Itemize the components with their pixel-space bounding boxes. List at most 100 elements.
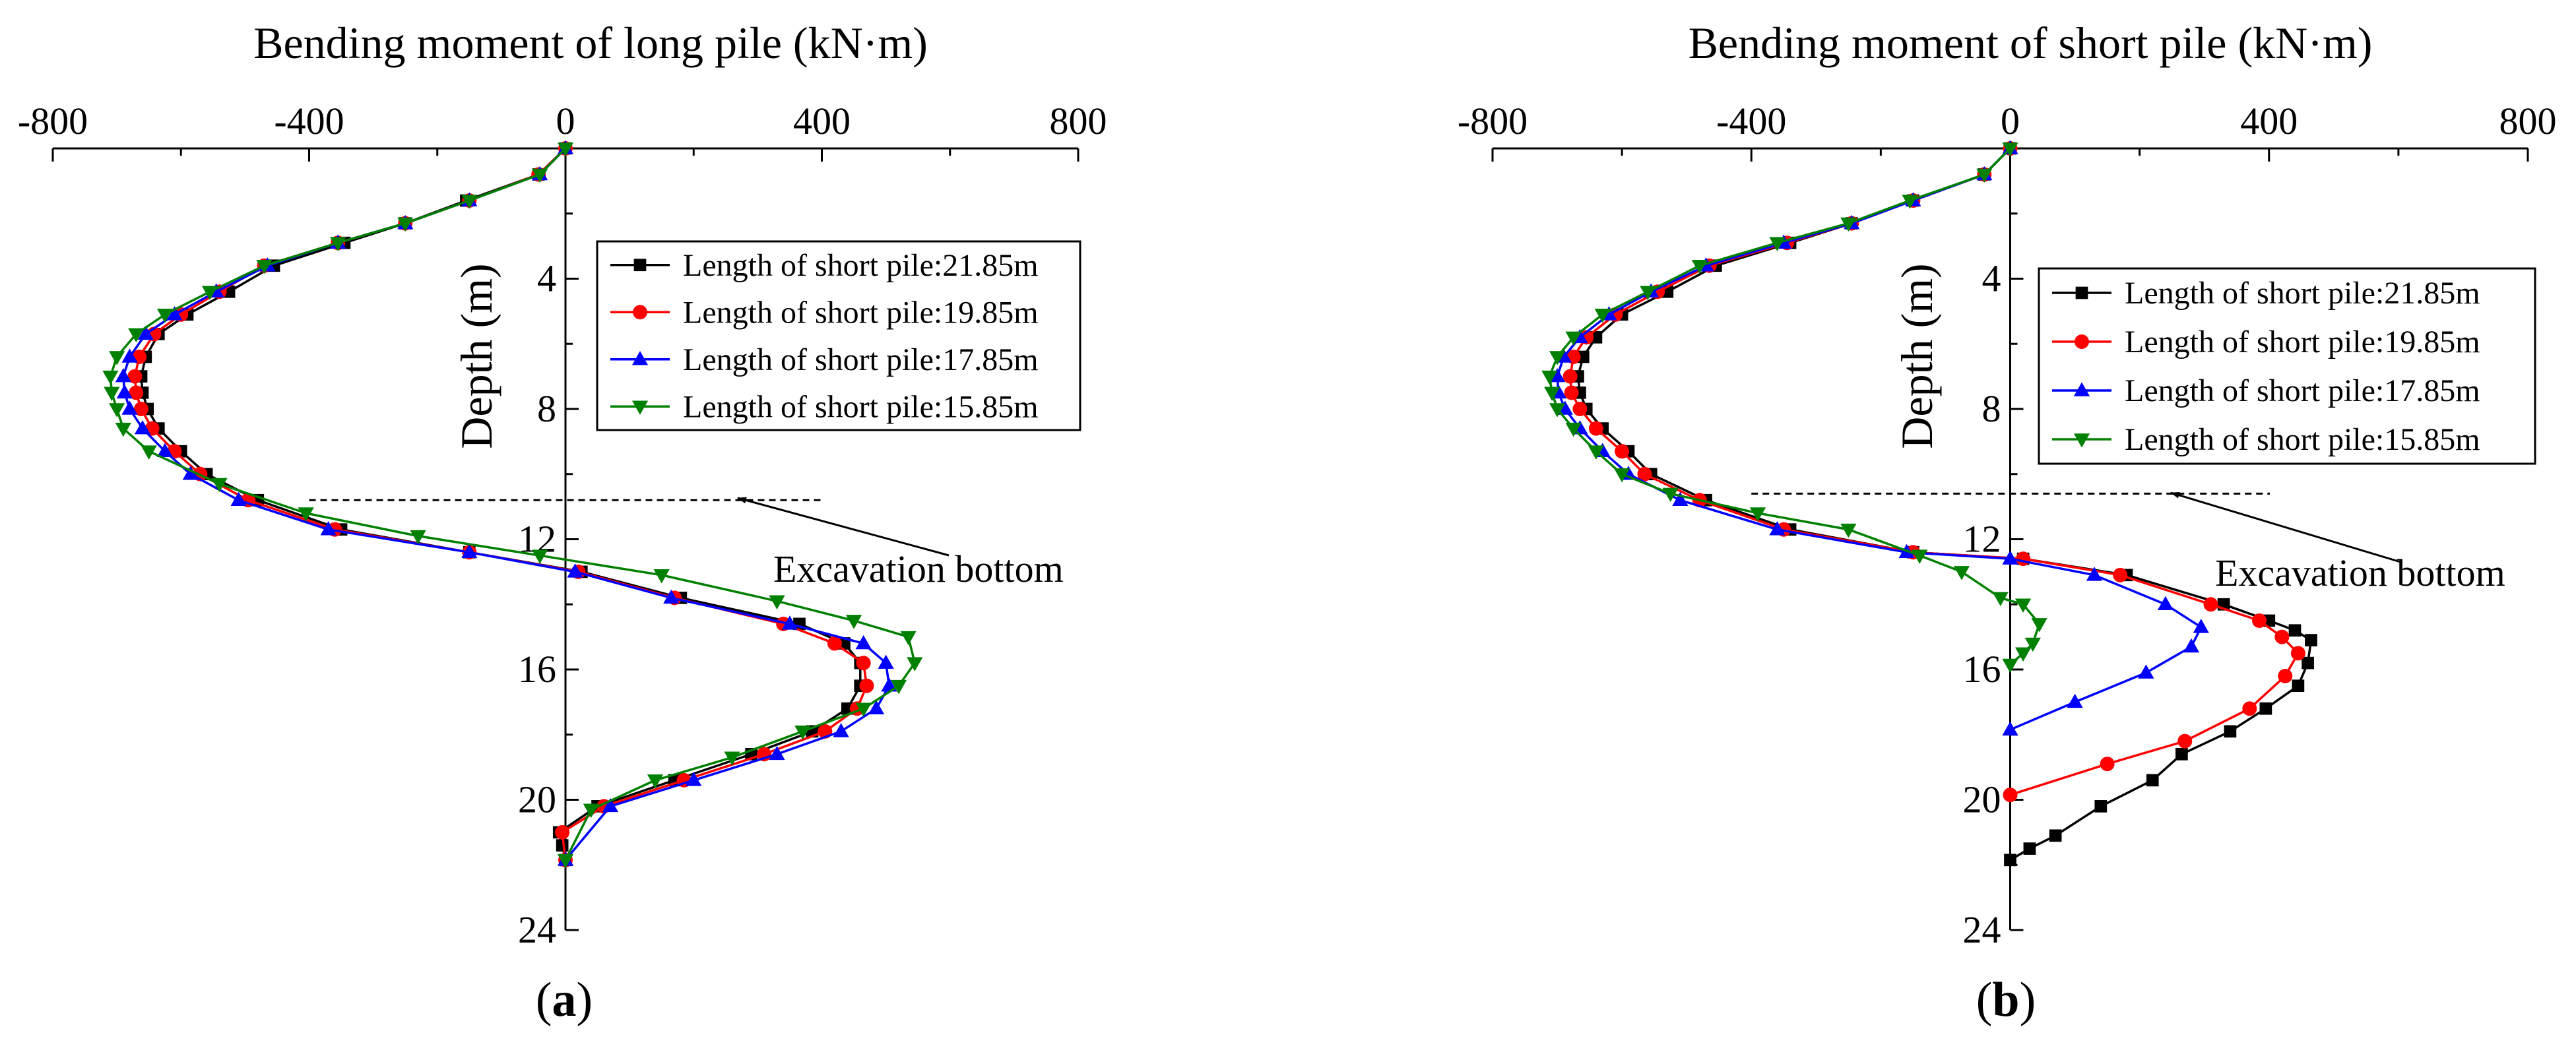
panel-b-series-2-point bbox=[2016, 551, 2031, 567]
panel-a-series-3-point bbox=[115, 367, 131, 383]
panel-a-annotation-arrow bbox=[737, 497, 950, 557]
panel-a-y-tick-label: 4 bbox=[537, 257, 556, 300]
panel-b-title: Bending moment of short pile (kN·m) bbox=[1689, 18, 2373, 68]
panel-a-series-3-point bbox=[320, 521, 337, 536]
panel-a-series-4-point bbox=[410, 530, 426, 545]
panel-a-series-4-point bbox=[156, 309, 174, 323]
panel-b-series-3-point bbox=[1672, 491, 1689, 507]
panel-b-series-2-point bbox=[1588, 421, 1603, 436]
panel-a-legend-swatch-marker bbox=[631, 400, 649, 415]
panel-a-series-4-point bbox=[557, 142, 574, 157]
panel-b-y-tick-label: 24 bbox=[1963, 908, 2001, 951]
panel-b-y-tick-label: 16 bbox=[1963, 648, 2001, 691]
panel-a-series-2-point bbox=[859, 678, 874, 693]
panel-b-legend-entry: Length of short pile:21.85m bbox=[2125, 276, 2480, 311]
panel-b-series-4-point bbox=[2002, 142, 2018, 157]
panel-b-series-2-point bbox=[1562, 369, 1578, 384]
panel-a: Bending moment of long pile (kN·m) Depth… bbox=[18, 18, 1107, 1027]
panel-a-series-3-point bbox=[134, 420, 151, 435]
panel-a-series-4-point bbox=[102, 370, 119, 385]
panel-b-series-1-point bbox=[2146, 774, 2159, 787]
panel-a-x-tick-label: 400 bbox=[793, 100, 851, 142]
panel-b-series-2-point bbox=[2274, 629, 2290, 644]
panel-b-series-4-point bbox=[1549, 351, 1566, 365]
panel-b-series-1-point bbox=[2292, 679, 2305, 693]
panel-b-series-1-point bbox=[2094, 800, 2108, 813]
panel-b-series-1-point bbox=[1576, 350, 1590, 363]
panel-b-series-4-point bbox=[1594, 309, 1611, 323]
panel-b-series-1-point bbox=[2175, 748, 2188, 761]
panel-b-series-2-point bbox=[2003, 788, 2018, 803]
panel-b-series-4-point bbox=[1840, 523, 1857, 538]
panel-a-series-3-point bbox=[137, 325, 154, 340]
panel-b-series-2-point bbox=[1564, 385, 1579, 400]
panel-b-series-4-point bbox=[1769, 237, 1786, 251]
panel-a-series-2-point bbox=[129, 385, 144, 400]
panel-b-legend: Length of short pile:21.85m Length of sho… bbox=[2038, 267, 2536, 465]
panel-a-series-3-point bbox=[230, 491, 247, 507]
panel-b-series-2-point bbox=[2177, 733, 2193, 749]
panel-a-series-3-point bbox=[686, 772, 702, 786]
panel-a-y-tick-label: 24 bbox=[518, 908, 556, 951]
panel-a-x-tick-label: 0 bbox=[556, 100, 575, 142]
panel-a-series-3-point bbox=[868, 700, 885, 715]
panel-a-series-4-point bbox=[115, 422, 131, 437]
panel-b-series-1-line bbox=[1576, 147, 2313, 861]
panel-a-series-3-point bbox=[855, 635, 872, 650]
panel-a-series-2-point bbox=[127, 369, 143, 384]
panel-b-series-2-point bbox=[2242, 701, 2257, 716]
panel-a-series-4-point bbox=[647, 774, 664, 789]
panel-b-y-tick-label: 8 bbox=[1982, 387, 2001, 430]
panel-a-series-4-point bbox=[855, 702, 872, 717]
panel-a-series-4-point bbox=[890, 679, 907, 695]
panel-b-series-1-point bbox=[2302, 656, 2314, 669]
panel-a-series-3-point bbox=[461, 544, 478, 559]
panel-b-series-3-point bbox=[2002, 550, 2018, 565]
panel-a-series-3-point bbox=[878, 654, 894, 669]
panel-a-series-4-point bbox=[201, 286, 218, 300]
panel-b-y-tick-label: 20 bbox=[1963, 778, 2001, 821]
panel-b-series-3-point bbox=[2183, 638, 2200, 653]
panel-b-annotation-arrow bbox=[2170, 491, 2401, 563]
panel-b-series-1-point bbox=[2023, 842, 2036, 855]
panel-a-series-4-point bbox=[794, 726, 811, 740]
panel-b-legend-entry: Length of short pile:15.85m bbox=[2125, 422, 2480, 457]
panel-a-series-4-point bbox=[298, 507, 314, 522]
panel-a-series-4-point bbox=[907, 657, 923, 671]
panel-a-series-3-point bbox=[663, 589, 680, 604]
panel-b-series-3-point bbox=[2138, 664, 2154, 679]
panel-b-series-1-point bbox=[2049, 829, 2062, 842]
panel-a-series-2-point bbox=[555, 825, 570, 840]
panel-b-x-tick-label: -800 bbox=[1458, 100, 1528, 142]
panel-a-series-4-point bbox=[557, 854, 574, 869]
panel-b-series-1-point bbox=[2288, 624, 2302, 637]
panel-a-series-3-point bbox=[116, 384, 133, 399]
panel-a-series-4-point bbox=[330, 237, 346, 251]
panel-b-series-4-point bbox=[1992, 592, 2009, 607]
panel-a-series-4-point bbox=[583, 803, 599, 818]
panel-b-series-1-point bbox=[2305, 634, 2317, 646]
panel-b-series-3-point bbox=[2086, 567, 2103, 581]
panel-a-y-tick-label: 16 bbox=[518, 648, 556, 691]
panel-b-series-2-point bbox=[2278, 668, 2293, 683]
panel-a-legend-entry: Length of short pile:19.85m bbox=[683, 295, 1039, 330]
panel-b-series-2-point bbox=[2290, 646, 2305, 661]
panel-a-series-3-point bbox=[602, 797, 619, 813]
panel-b-series-2-point bbox=[2113, 567, 2128, 582]
panel-a-legend-swatch-marker bbox=[633, 305, 647, 320]
panel-b-label: (b) bbox=[1976, 973, 2036, 1027]
panel-b-series-2-point bbox=[2203, 597, 2218, 612]
panel-a-series-3-point bbox=[781, 615, 798, 630]
panel-b-legend-swatch-marker bbox=[2073, 382, 2090, 396]
panel-a-series-2-point bbox=[827, 636, 842, 651]
panel-b-series-3-point bbox=[1769, 521, 1786, 536]
panel-b-legend-swatch-marker bbox=[2075, 286, 2088, 299]
panel-b-series-4-point bbox=[1549, 403, 1566, 418]
panel-a-series-4-point bbox=[104, 387, 120, 401]
panel-b-series-4-line bbox=[1548, 147, 2041, 666]
panel-b-series-4-point bbox=[1691, 259, 1708, 274]
panel-b-series-2-point bbox=[1637, 466, 1652, 482]
panel-b-x-tick-label: 800 bbox=[2499, 100, 2557, 142]
panel-a-x-tick-label: -800 bbox=[18, 100, 88, 142]
panel-a-x-tick-label: 800 bbox=[1050, 100, 1107, 142]
